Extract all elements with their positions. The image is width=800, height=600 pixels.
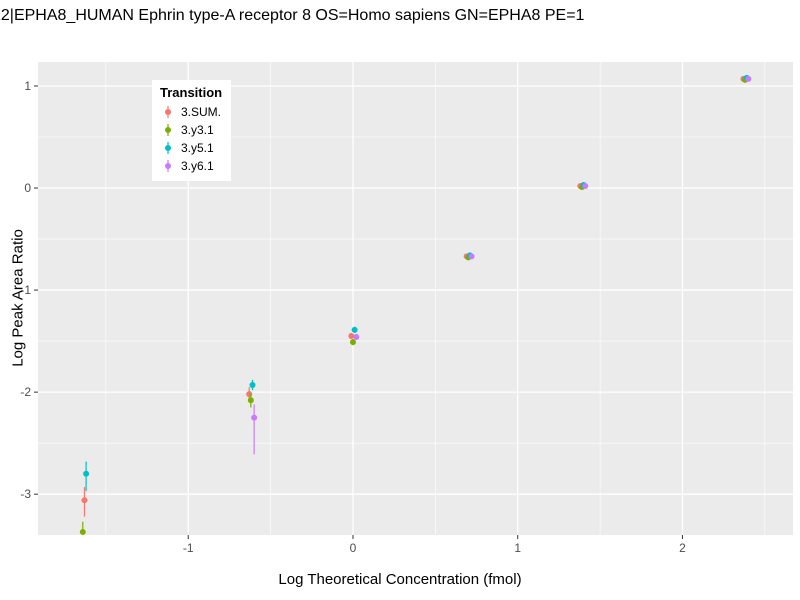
y-tick-label: 0	[24, 181, 31, 195]
data-point	[351, 326, 358, 333]
data-point	[83, 470, 90, 477]
legend-title: Transition	[160, 85, 223, 100]
legend-item-label: 3.y5.1	[181, 141, 214, 155]
legend-items: 3.SUM. 3.y3.1 3.y5.1 3.y6.1	[160, 103, 222, 175]
data-point	[468, 253, 475, 260]
data-point	[745, 75, 752, 82]
legend: Transition 3.SUM. 3.y3.1 3.y5.1 3.y6.1	[152, 80, 232, 181]
data-point	[353, 334, 360, 341]
legend-item: 3.y5.1	[160, 139, 222, 157]
legend-item-label: 3.SUM.	[181, 105, 222, 119]
data-point	[348, 333, 355, 340]
series-3.y6.1	[251, 75, 752, 455]
legend-item: 3.y3.1	[160, 121, 222, 139]
x-tick-label: 1	[514, 541, 521, 555]
legend-item: 3.y6.1	[160, 157, 222, 175]
legend-item-label: 3.y3.1	[181, 123, 214, 137]
legend-item: 3.SUM.	[160, 103, 222, 121]
y-axis-label: Log Peak Area Ratio	[9, 229, 27, 367]
x-axis-label: Log Theoretical Concentration (fmol)	[278, 571, 522, 588]
legend-key-icon	[165, 124, 171, 136]
y-tick-label: -3	[20, 487, 31, 501]
legend-key-icon	[165, 142, 171, 154]
x-tick-label: 2	[679, 541, 686, 555]
x-tick-label: 0	[350, 541, 357, 555]
y-tick-label: -1	[20, 283, 31, 297]
data-point	[582, 182, 589, 189]
legend-item-label: 3.y6.1	[181, 159, 214, 173]
y-tick-label: -2	[20, 385, 31, 399]
data-point	[81, 497, 88, 504]
legend-key-icon	[165, 106, 171, 118]
series-layer	[79, 74, 752, 535]
data-point	[249, 381, 256, 388]
data-point	[251, 414, 258, 421]
data-point	[247, 397, 254, 404]
data-point	[79, 528, 86, 535]
y-tick-label: 1	[24, 79, 31, 93]
plot-title: 22|EPHA8_HUMAN Ephrin type-A receptor 8 …	[0, 7, 585, 24]
legend-key-icon	[165, 160, 171, 172]
x-tick-label: -1	[183, 541, 194, 555]
data-point	[349, 339, 356, 346]
